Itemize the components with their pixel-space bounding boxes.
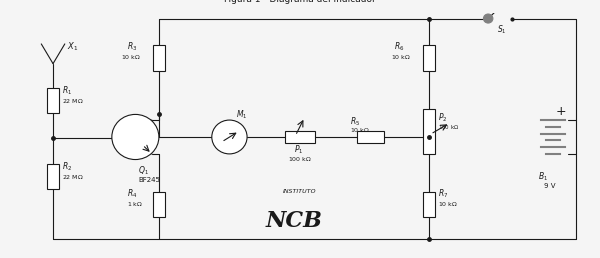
Text: $S_1$: $S_1$ (497, 24, 506, 36)
Bar (424, 45, 435, 71)
Text: $X_1$: $X_1$ (67, 41, 78, 53)
Text: INSTITUTO: INSTITUTO (283, 189, 317, 194)
Text: $R_1$: $R_1$ (62, 85, 72, 97)
Text: NCB: NCB (266, 210, 323, 232)
Bar (424, 192, 435, 217)
Text: 22 M$\Omega$: 22 M$\Omega$ (62, 173, 84, 181)
Text: 10 k$\Omega$: 10 k$\Omega$ (438, 200, 458, 208)
Text: $P_2$: $P_2$ (438, 111, 448, 124)
Bar (424, 109, 435, 154)
Text: $R_4$: $R_4$ (127, 187, 137, 200)
Bar (153, 45, 165, 71)
Bar (358, 131, 384, 143)
Bar (47, 164, 59, 189)
Text: 10 k$\Omega$: 10 k$\Omega$ (391, 53, 411, 61)
Bar (47, 88, 59, 113)
Text: 100 k$\Omega$: 100 k$\Omega$ (438, 123, 460, 131)
Text: 9 V: 9 V (544, 183, 556, 189)
Text: 22 M$\Omega$: 22 M$\Omega$ (62, 97, 84, 105)
Text: $Q_1$: $Q_1$ (139, 165, 149, 177)
Bar (286, 131, 314, 143)
Text: $M_1$: $M_1$ (236, 108, 248, 121)
Text: BF245: BF245 (139, 177, 160, 183)
Text: 10 k$\Omega$: 10 k$\Omega$ (350, 126, 370, 134)
Circle shape (112, 114, 159, 159)
Text: +: + (556, 105, 566, 118)
Text: 1 k$\Omega$: 1 k$\Omega$ (127, 200, 143, 208)
Text: 100 k$\Omega$: 100 k$\Omega$ (288, 155, 312, 163)
Text: 10 k$\Omega$: 10 k$\Omega$ (121, 53, 141, 61)
Text: $P_1$: $P_1$ (294, 144, 304, 156)
Circle shape (484, 14, 493, 23)
Text: $R_2$: $R_2$ (62, 161, 72, 173)
Text: Figura 1 - Diagrama del indicador: Figura 1 - Diagrama del indicador (224, 0, 376, 4)
Circle shape (212, 120, 247, 154)
Bar (153, 192, 165, 217)
Text: $B_1$: $B_1$ (538, 170, 548, 183)
Text: $R_7$: $R_7$ (438, 187, 448, 200)
Text: $R_5$: $R_5$ (350, 116, 360, 128)
Text: $R_6$: $R_6$ (394, 41, 404, 53)
Text: $R_3$: $R_3$ (127, 41, 137, 53)
